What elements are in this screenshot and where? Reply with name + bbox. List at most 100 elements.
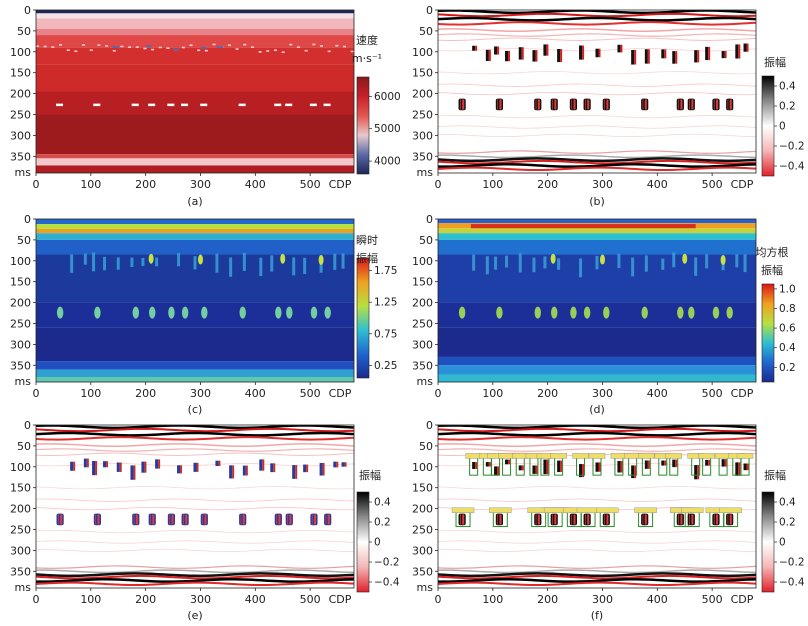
- diffraction-point: [617, 460, 621, 473]
- attribute-anomaly: [155, 257, 159, 267]
- x-tick-label: 300: [190, 387, 211, 400]
- velocity-layer: [36, 114, 354, 155]
- diffraction-point: [708, 46, 711, 61]
- x-tick-label: 500: [300, 178, 321, 191]
- panel-d: 0 100 200 300 400 500 CDP 0 50 100 150 200 250 300 350…: [412, 213, 796, 416]
- diffraction-point: [697, 465, 700, 480]
- detection-label: [550, 453, 567, 459]
- attribute-anomaly: [92, 252, 96, 272]
- y-tick-label: 200: [412, 503, 433, 516]
- y-tick-label: 350: [10, 150, 31, 163]
- diffraction-point: [475, 462, 478, 469]
- seismic-event: [438, 83, 756, 87]
- seismic-event: [36, 574, 354, 580]
- detection-label: [588, 453, 606, 459]
- cave-reflection: [537, 99, 540, 110]
- x-tick-label: 400: [647, 178, 668, 191]
- x-tick-label: 500: [702, 593, 723, 606]
- seismic-event: [36, 565, 354, 569]
- diffraction-point: [620, 44, 623, 53]
- seismic-event: [36, 569, 354, 574]
- gas-cavity: [323, 103, 331, 107]
- y-axis-label: ms: [15, 375, 32, 388]
- x-tick-label: 400: [647, 593, 668, 606]
- seismic-event: [438, 427, 756, 433]
- x-tick-label: 300: [190, 178, 211, 191]
- diffraction-point: [485, 462, 489, 467]
- panel-caption: (a): [187, 195, 202, 208]
- velocity-anomaly: [89, 49, 93, 51]
- seismic-event: [438, 436, 756, 441]
- colorbar-label: 振幅: [764, 55, 786, 69]
- colorbar-label: 振幅: [761, 263, 783, 277]
- colorbar-label: 振幅: [359, 468, 381, 482]
- seismic-event: [36, 548, 354, 552]
- y-tick-label: 50: [419, 440, 433, 453]
- diffraction-point: [259, 459, 263, 471]
- cave-reflection: [327, 514, 330, 525]
- velocity-anomaly: [135, 46, 139, 48]
- background: [36, 425, 354, 588]
- cave-reflection: [729, 514, 732, 525]
- colorbar-tick-label: 0: [779, 537, 786, 549]
- panel-b: 0 100 200 300 400 500 CDP 0 50 100 150 200 250 300 350…: [412, 4, 805, 208]
- diffraction-point: [661, 49, 665, 59]
- attribute-anomaly: [292, 257, 296, 276]
- diffraction-point: [634, 465, 637, 479]
- x-tick-label: 200: [135, 593, 156, 606]
- seismic-event: [438, 565, 756, 569]
- low-velocity-lens: [145, 45, 152, 48]
- attribute-anomaly: [485, 256, 489, 275]
- x-tick-label: 300: [592, 178, 613, 191]
- diffraction-point: [322, 462, 325, 476]
- attribute-anomaly: [595, 255, 599, 270]
- diffraction-point: [705, 459, 709, 466]
- diffraction-point: [494, 466, 498, 476]
- detection-label: [572, 453, 589, 459]
- diffraction-point: [644, 49, 648, 64]
- velocity-anomaly: [243, 43, 247, 46]
- cave-anomaly: [726, 306, 733, 319]
- x-tick-label: 0: [435, 593, 442, 606]
- y-tick-label: 0: [426, 4, 433, 17]
- cave-anomaly: [688, 306, 695, 319]
- cave-reflection: [680, 99, 683, 110]
- attribute-layer: [438, 302, 756, 328]
- y-tick-label: 300: [10, 129, 31, 142]
- diffraction-point: [735, 462, 739, 476]
- seismic-event: [36, 431, 354, 437]
- diffraction-point: [721, 459, 725, 467]
- x-tick-label: 100: [482, 593, 503, 606]
- cave-anomaly: [682, 253, 688, 264]
- attribute-layer: [36, 239, 354, 255]
- colorbar-tick-label: 0.4: [779, 81, 796, 93]
- x-tick-label: 0: [33, 387, 40, 400]
- seismic-event: [36, 529, 354, 534]
- colorbar-tick-label: 1.0: [779, 283, 796, 295]
- attribute-anomaly: [116, 257, 120, 270]
- seismic-event: [438, 159, 756, 165]
- cave-anomaly: [148, 253, 154, 264]
- cave-reflection: [462, 99, 465, 110]
- x-tick-label: 200: [135, 178, 156, 191]
- colorbar-label: 振幅: [764, 468, 786, 482]
- cave-anomaly: [149, 306, 156, 319]
- x-tick-label: 0: [33, 178, 40, 191]
- y-tick-label: 200: [10, 503, 31, 516]
- y-tick-label: 50: [419, 234, 433, 247]
- velocity-layer: [36, 154, 354, 159]
- cave-reflection: [587, 99, 590, 110]
- cave-anomaly: [286, 306, 293, 319]
- y-tick-label: 350: [412, 150, 433, 163]
- diffraction-point: [675, 459, 678, 468]
- diffraction-point: [694, 465, 698, 480]
- attribute-anomaly: [70, 254, 74, 273]
- plot-frame: [437, 218, 757, 383]
- diffraction-point: [582, 464, 585, 478]
- colorbar-scale: [356, 76, 370, 175]
- velocity-layer: [36, 165, 354, 173]
- velocity-anomaly: [281, 51, 285, 54]
- gas-cavity: [148, 103, 156, 107]
- gas-cavity: [285, 103, 293, 107]
- y-tick-label: 150: [412, 482, 433, 495]
